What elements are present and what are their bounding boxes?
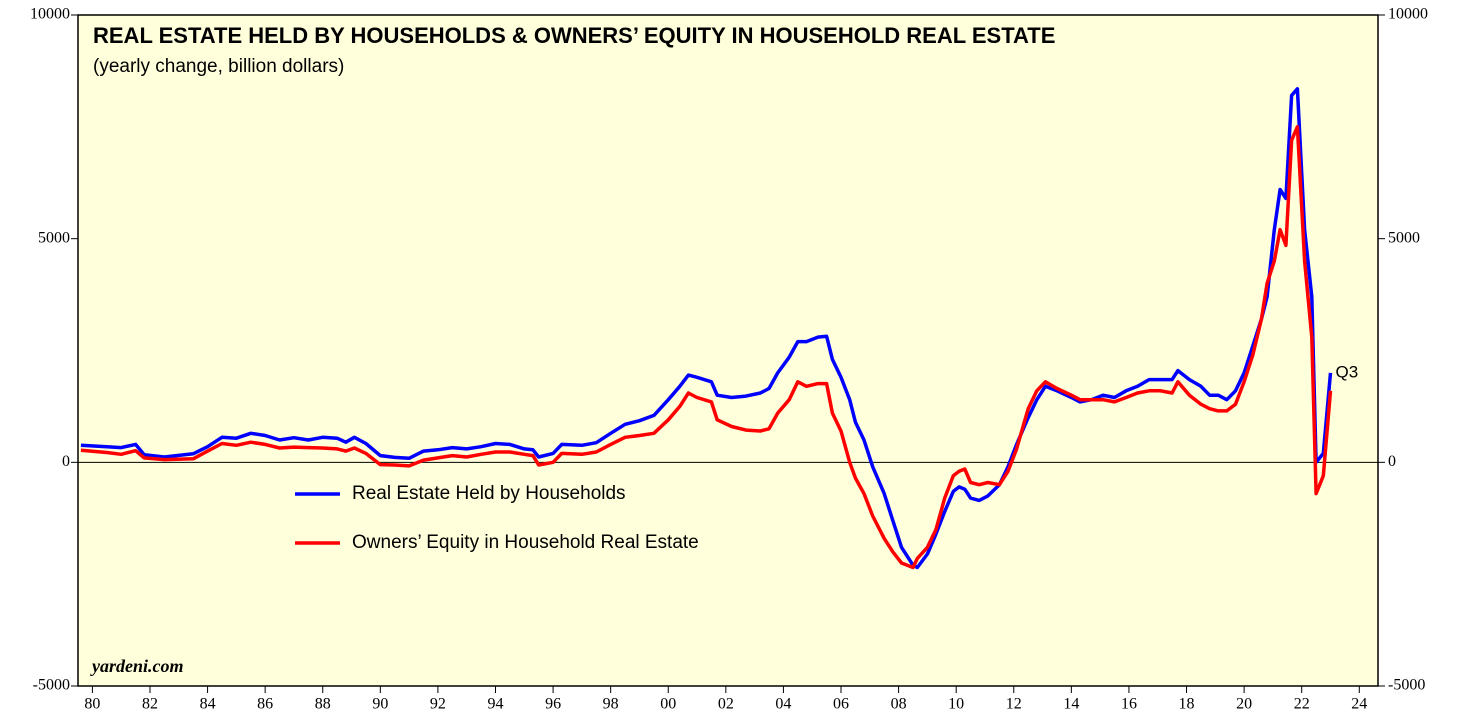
x-tick-label: 00: [660, 696, 676, 713]
x-tick-label: 96: [545, 696, 561, 713]
annotation: Q3: [1335, 362, 1358, 381]
y2-tick-label: 10000: [1388, 6, 1428, 23]
y-tick-label: 10000: [30, 6, 70, 23]
x-tick-label: 14: [1063, 696, 1079, 713]
y2-tick-label: -5000: [1388, 677, 1425, 694]
x-tick-label: 84: [200, 696, 216, 713]
x-tick-label: 08: [891, 696, 907, 713]
series-line: [80, 125, 1333, 570]
y-tick-label: -5000: [33, 677, 70, 694]
series-line: [80, 87, 1333, 570]
y2-tick-label: 0: [1388, 453, 1396, 470]
x-tick-label: 98: [603, 696, 619, 713]
chart-subtitle: (yearly change, billion dollars): [93, 56, 344, 77]
x-tick-label: 90: [372, 696, 388, 713]
x-tick-label: 20: [1236, 696, 1252, 713]
legend-label: Owners’ Equity in Household Real Estate: [352, 532, 699, 553]
plot-area: [77, 14, 1379, 687]
x-tick-label: 02: [718, 696, 734, 713]
y-tick-label: 5000: [38, 229, 70, 246]
x-tick-label: 04: [775, 696, 791, 713]
x-tick-label: 22: [1294, 696, 1310, 713]
y2-tick-label: 5000: [1388, 229, 1420, 246]
x-tick-label: 18: [1179, 696, 1195, 713]
x-tick-label: 80: [84, 696, 100, 713]
chart-title: REAL ESTATE HELD BY HOUSEHOLDS & OWNERS’…: [93, 23, 1055, 48]
legend-label: Real Estate Held by Households: [352, 483, 626, 504]
x-tick-label: 16: [1121, 696, 1137, 713]
x-tick-label: 82: [142, 696, 158, 713]
source: yardeni.com: [90, 656, 184, 676]
x-tick-label: 24: [1351, 696, 1367, 713]
x-tick-label: 94: [487, 696, 503, 713]
x-tick-label: 06: [833, 696, 849, 713]
x-tick-label: 92: [430, 696, 446, 713]
y-tick-label: 0: [62, 453, 70, 470]
x-tick-label: 10: [948, 696, 964, 713]
x-tick-label: 12: [1006, 696, 1022, 713]
x-tick-label: 86: [257, 696, 273, 713]
x-tick-label: 88: [315, 696, 331, 713]
